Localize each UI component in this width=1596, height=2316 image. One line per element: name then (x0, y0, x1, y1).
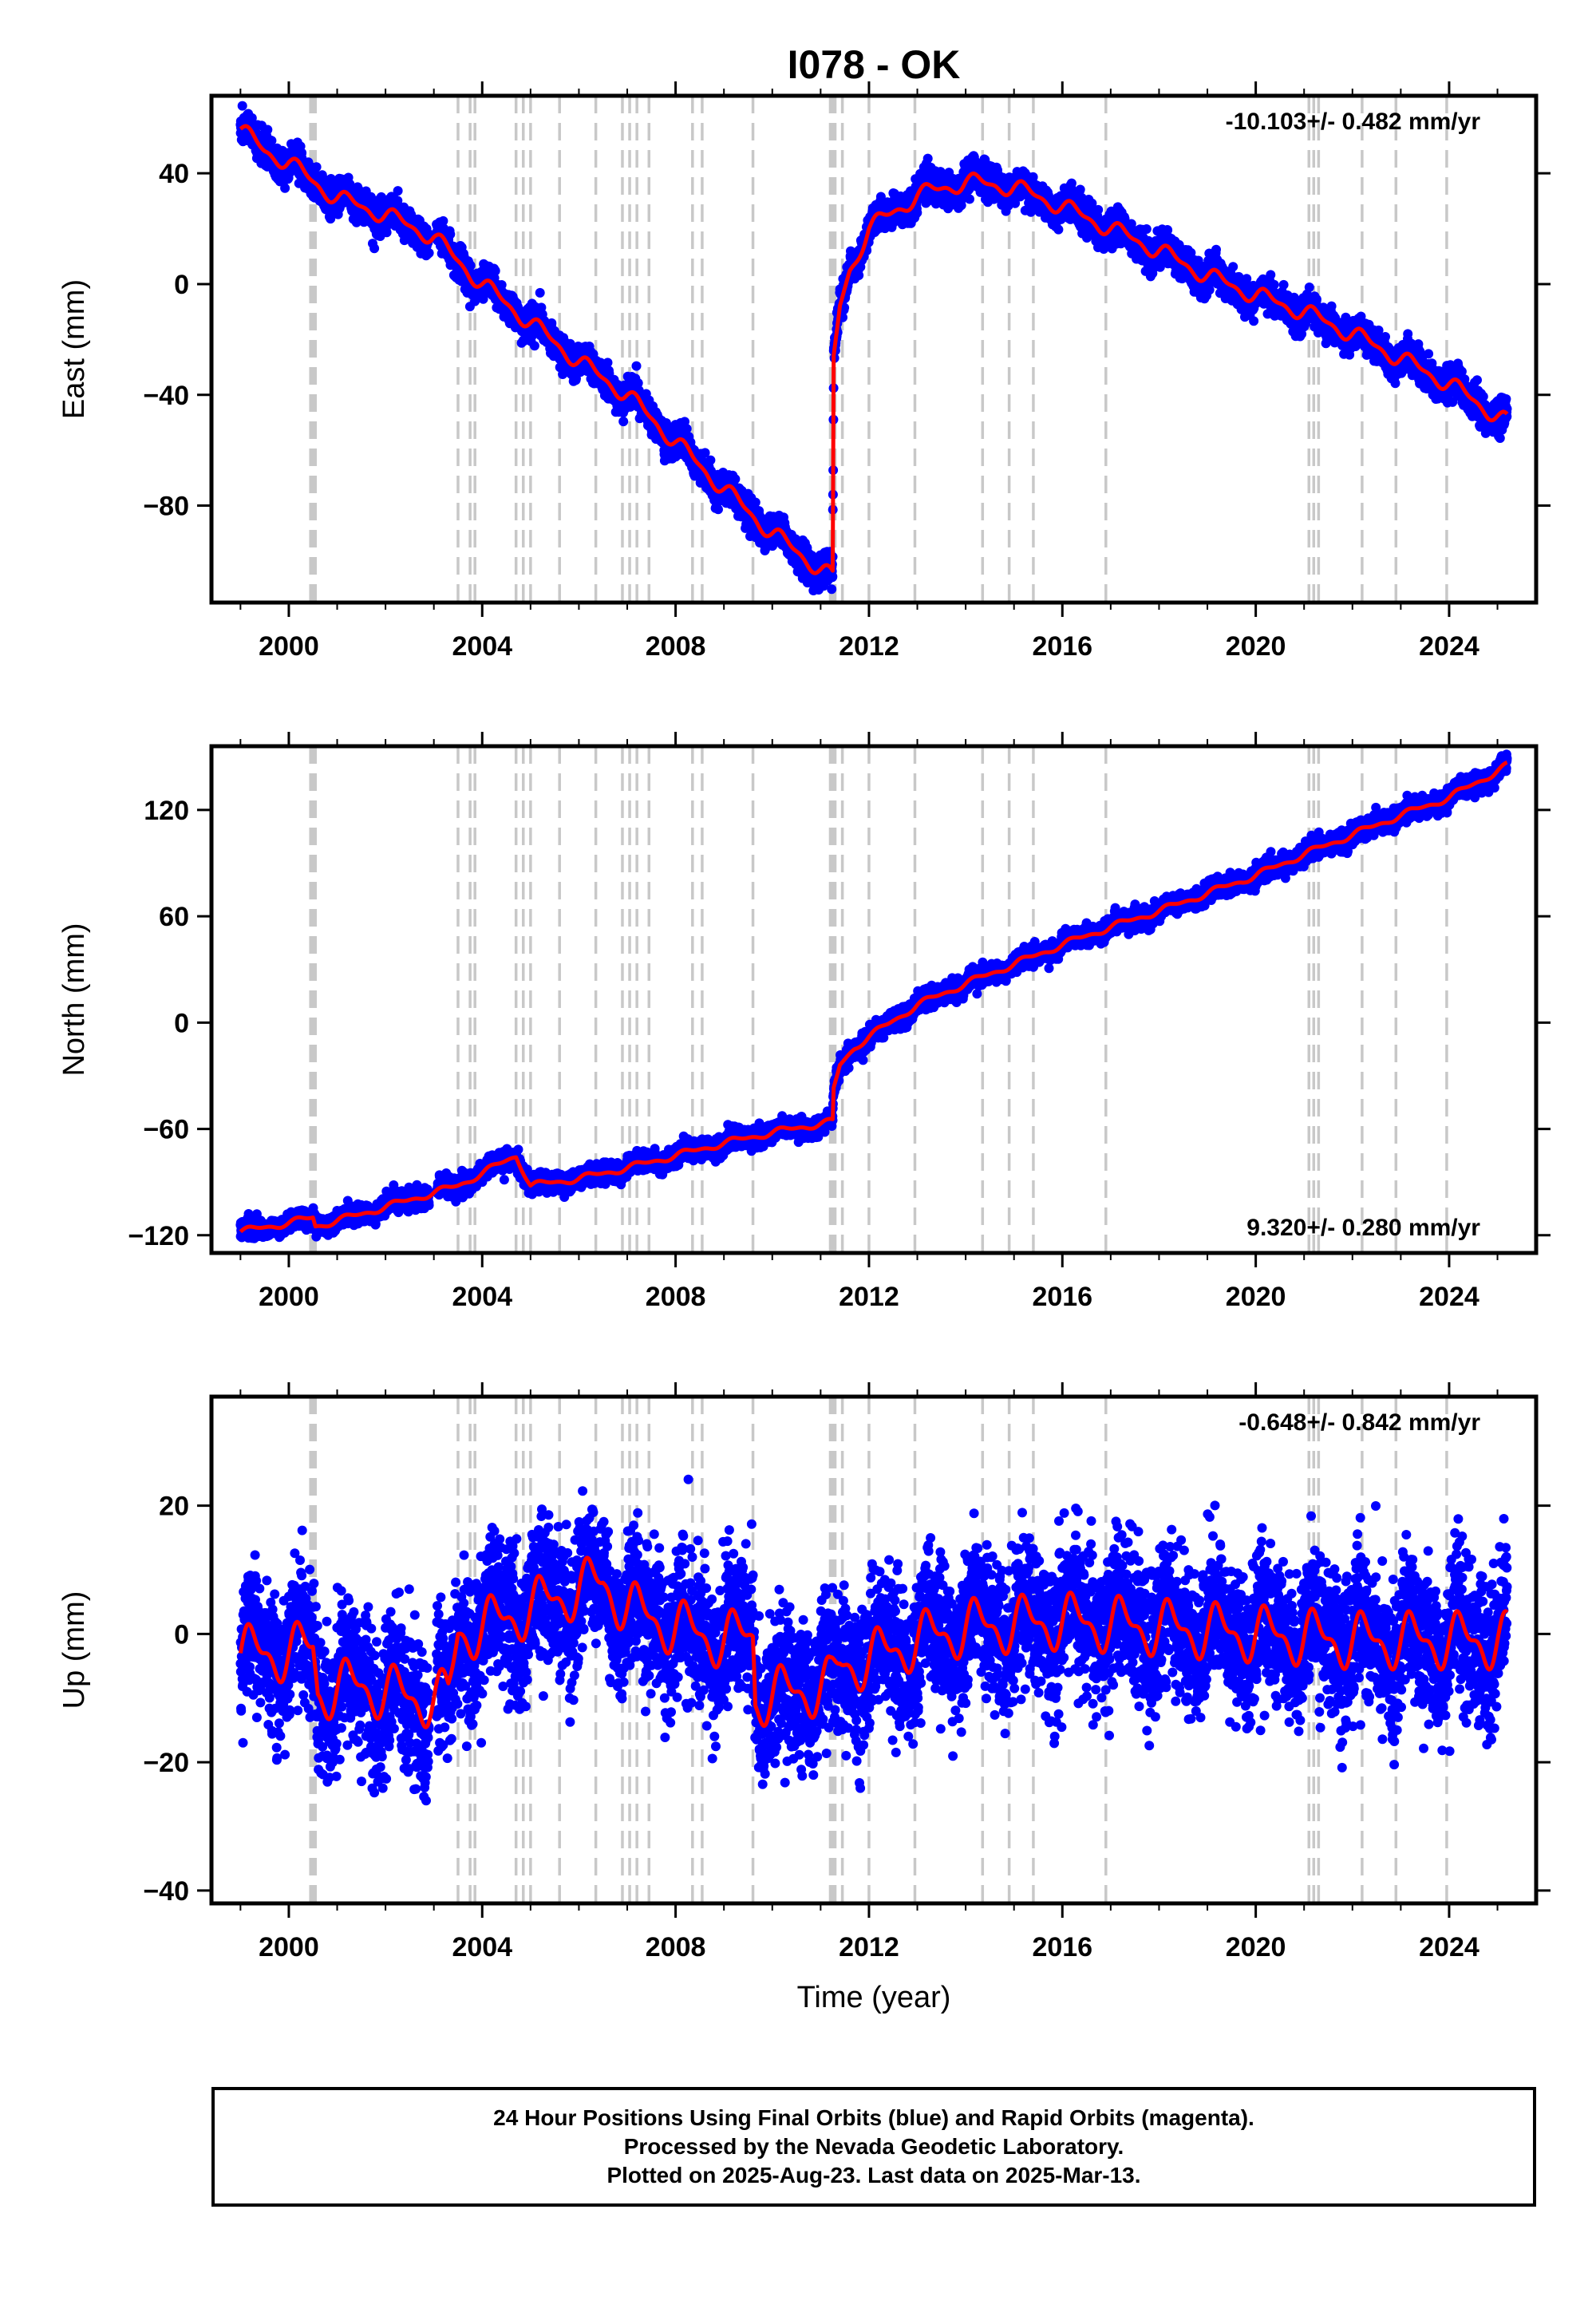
east-panel: 2000 2004 2008 2012 2016 2020 2024400−40−80Eas… (57, 81, 1551, 662)
data-point (311, 162, 322, 172)
data-point (280, 183, 290, 193)
data-point (345, 179, 355, 189)
data-point (424, 229, 434, 239)
data-point (393, 196, 403, 206)
data-point (618, 417, 629, 427)
data-point (922, 153, 933, 164)
data-point (490, 266, 500, 276)
data-point (828, 571, 838, 582)
data-point (424, 248, 434, 258)
data-point (465, 260, 476, 271)
data-point (854, 271, 864, 280)
data-point (535, 287, 545, 298)
chart-title: I078 - OK (788, 42, 961, 87)
data-point (912, 207, 922, 218)
data-point (267, 136, 277, 146)
data-point (1075, 184, 1085, 195)
data-point (529, 341, 539, 351)
data-point (237, 101, 247, 111)
data-point (326, 214, 336, 224)
data-point (381, 227, 392, 238)
data-point (705, 455, 716, 465)
data-point (965, 194, 974, 204)
data-point (827, 584, 837, 595)
data-point (631, 361, 642, 371)
data-point (445, 229, 456, 239)
data-point (730, 474, 741, 484)
data-point (393, 186, 403, 196)
data-point (369, 243, 380, 254)
data-point (438, 215, 448, 226)
observation-points (235, 101, 1512, 595)
data-point (750, 497, 760, 508)
data-point (263, 124, 273, 135)
step-marker-group (309, 96, 1448, 603)
data-point (1053, 224, 1064, 235)
